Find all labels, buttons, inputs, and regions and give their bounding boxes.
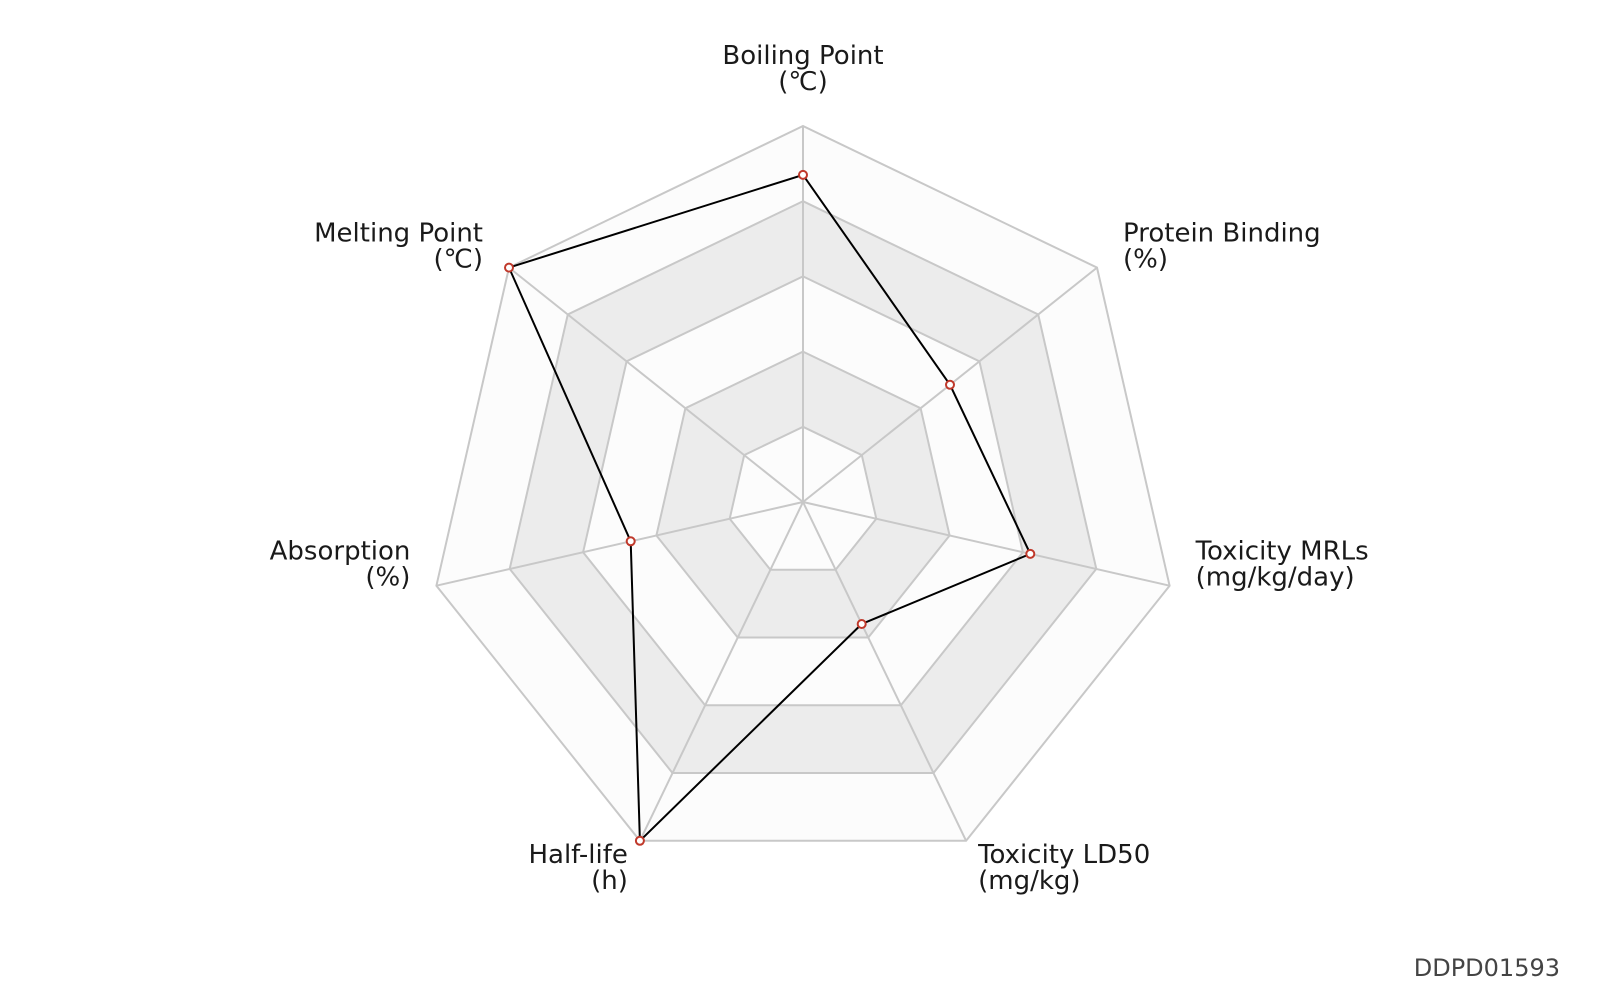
data-point-2 [1025, 548, 1036, 559]
data-point-0 [798, 169, 808, 180]
radar-axis-labels: Boiling Point(℃)Protein Binding(%)Toxici… [270, 41, 1369, 896]
spoke-3 [802, 501, 968, 842]
data-point-1 [945, 379, 955, 390]
axis-label-4: Half-life [528, 840, 627, 870]
axis-label-2: Toxicity MRLs [1195, 537, 1369, 567]
axis-unit-4: (h) [591, 866, 628, 896]
spoke-4 [638, 501, 804, 842]
axis-unit-6: (℃) [434, 245, 484, 275]
radar-series [504, 169, 1036, 846]
axis-unit-5: (%) [365, 563, 410, 593]
axis-label-1: Protein Binding [1123, 219, 1321, 249]
data-point-4 [634, 835, 645, 846]
axis-unit-1: (%) [1123, 245, 1168, 275]
axis-unit-3: (mg/kg) [978, 866, 1080, 896]
spoke-5 [436, 501, 804, 587]
data-point-6 [504, 262, 514, 273]
data-point-3 [856, 619, 867, 629]
spoke-2 [802, 501, 1170, 587]
axis-label-0: Boiling Point [722, 41, 883, 71]
axis-label-3: Toxicity LD50 [977, 840, 1150, 870]
spoke-6 [508, 266, 804, 503]
data-point-5 [625, 536, 636, 547]
chart-identifier: DDPD01593 [1413, 954, 1560, 982]
axis-label-5: Absorption [270, 537, 411, 567]
axis-label-6: Melting Point [314, 219, 483, 249]
series-line-0 [507, 173, 1032, 844]
axis-unit-0: (℃) [778, 67, 828, 97]
axis-unit-2: (mg/kg/day) [1196, 563, 1355, 593]
